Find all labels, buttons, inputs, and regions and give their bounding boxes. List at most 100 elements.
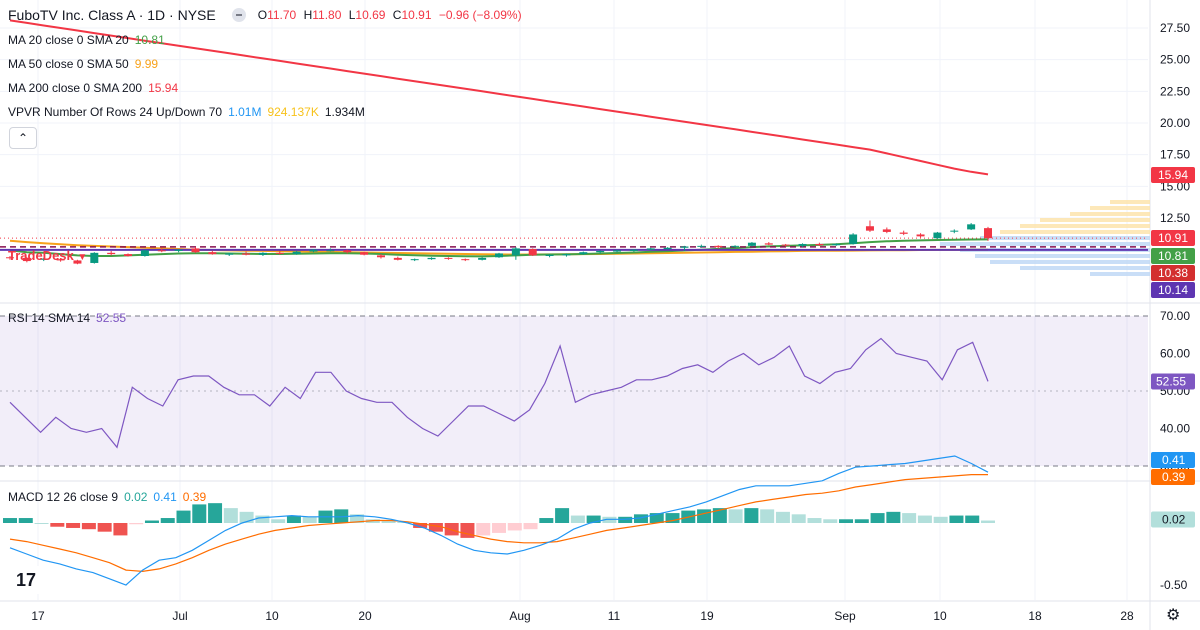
time-tick-label: Sep xyxy=(834,609,856,623)
candle-body xyxy=(882,229,891,232)
macd-histogram-bar xyxy=(334,509,349,523)
ma200-line xyxy=(9,19,989,176)
legend-ma50[interactable]: MA 50 close 0 SMA 50 9.99 xyxy=(8,57,159,71)
candle-body xyxy=(781,244,790,246)
candle-body xyxy=(495,253,503,258)
legend-ma20[interactable]: MA 20 close 0 SMA 20 10.81 xyxy=(8,33,165,47)
candle-body xyxy=(309,249,318,252)
rsi-value-text: 52.55 xyxy=(1156,374,1186,388)
tradingview-logo[interactable]: 17 xyxy=(8,566,44,594)
macd-histogram-bar xyxy=(586,515,601,523)
candle-body xyxy=(511,248,520,256)
hist-value-badge xyxy=(1151,511,1195,528)
candle-body xyxy=(124,254,133,256)
vpvr-bar xyxy=(1110,200,1150,204)
legend-vpvr[interactable]: VPVR Number Of Rows 24 Up/Down 70 1.01M … xyxy=(8,105,365,119)
candle-body xyxy=(764,243,773,245)
legend-ma200[interactable]: MA 200 close 0 SMA 200 15.94 xyxy=(8,81,179,95)
macd-histogram-bar xyxy=(3,518,17,523)
symbol-title[interactable]: FuboTV Inc. Class A · 1D · NYSE xyxy=(8,7,216,23)
price-label-badge xyxy=(1151,282,1195,298)
candle-body xyxy=(950,230,959,232)
time-tick-label: 18 xyxy=(1028,609,1042,623)
macd-histogram-bar xyxy=(760,509,775,523)
macd-histogram-bar xyxy=(18,518,33,523)
macd-histogram-bar xyxy=(476,523,491,536)
legend-rsi[interactable]: RSI 14 SMA 14 52.55 xyxy=(8,311,127,325)
macd-histogram-bar xyxy=(192,504,207,523)
vpvr-bar xyxy=(1090,206,1150,210)
macd-histogram-bar xyxy=(160,518,175,523)
candle-body xyxy=(663,247,672,250)
macd-histogram-bar xyxy=(949,515,964,523)
candle-body xyxy=(528,249,537,256)
legend-macd[interactable]: MACD 12 26 close 9 0.02 0.41 0.39 xyxy=(8,490,207,504)
tradedesk-label[interactable]: TradeDesk ▼ xyxy=(8,248,88,263)
candle-body xyxy=(613,250,622,252)
rsi-tick-label: 60.00 xyxy=(1160,347,1190,361)
macd-histogram-bar xyxy=(933,516,948,523)
macd-histogram-bar xyxy=(728,509,743,523)
vpvr-bar xyxy=(1070,212,1150,216)
candle-body xyxy=(242,253,251,255)
macd-histogram-bar xyxy=(854,519,869,523)
candle-body xyxy=(984,228,992,239)
vpvr-bar xyxy=(1000,230,1150,234)
candle-body xyxy=(545,254,554,256)
candle-body xyxy=(916,234,925,237)
time-tick-label: 20 xyxy=(358,609,372,623)
vpvr-bar xyxy=(1090,272,1150,276)
macd-histogram-bar xyxy=(381,520,396,523)
vpvr-bar xyxy=(1020,224,1150,228)
candle-body xyxy=(56,259,65,261)
macd-histogram-bar xyxy=(81,523,96,530)
time-tick-label: 10 xyxy=(265,609,279,623)
macd-histogram-bar xyxy=(302,516,317,523)
rsi-tick-label: 70.00 xyxy=(1160,309,1190,323)
macd-histogram-bar xyxy=(712,508,727,523)
macd-histogram-bar xyxy=(555,508,570,523)
symbol-header[interactable]: FuboTV Inc. Class A · 1D · NYSE O11.70 H… xyxy=(8,7,526,23)
time-tick-label: 17 xyxy=(31,609,45,623)
candle-body xyxy=(6,257,14,259)
rsi-line xyxy=(9,337,989,449)
macd-histogram-bar xyxy=(539,518,554,523)
macd-histogram-bar xyxy=(902,513,917,523)
price-tick-label: 25.00 xyxy=(1160,53,1190,67)
candle-body xyxy=(629,249,638,251)
rsi-tick-label: 40.00 xyxy=(1160,422,1190,436)
candle-body xyxy=(360,252,369,255)
candle-body xyxy=(731,245,740,247)
candle-body xyxy=(410,259,419,261)
macd-tick-label: -0.50 xyxy=(1160,578,1188,592)
candle-body xyxy=(849,234,858,244)
candle-body xyxy=(697,245,706,247)
chevron-up-icon[interactable]: ⌃ xyxy=(9,127,37,149)
time-tick-label: 19 xyxy=(700,609,714,623)
price-label-text: 10.81 xyxy=(1158,249,1188,263)
macd-histogram-bar xyxy=(492,523,506,533)
candle-body xyxy=(865,226,874,231)
settings-gear-icon[interactable]: ⚙ xyxy=(1166,607,1181,624)
macd-histogram-bar xyxy=(886,511,901,523)
price-tick-label: 17.50 xyxy=(1160,148,1190,162)
candle-body xyxy=(427,257,436,260)
price-change: −0.96 (−8.09%) xyxy=(438,8,522,22)
signal-value-text: 0.39 xyxy=(1162,470,1186,484)
macd-histogram-bar xyxy=(129,523,144,525)
price-tick-label: 20.00 xyxy=(1160,116,1190,130)
hist-value-text: 0.02 xyxy=(1162,513,1186,527)
candle-body xyxy=(225,253,234,255)
price-label-text: 15.94 xyxy=(1158,168,1188,182)
macd-histogram-bar xyxy=(965,515,980,523)
candle-body xyxy=(596,250,605,253)
candle-body xyxy=(393,257,402,260)
macd-histogram-bar xyxy=(649,513,664,523)
candle-body xyxy=(798,243,807,246)
macd-histogram-bar xyxy=(176,510,191,523)
candle-body xyxy=(680,246,689,248)
macd-histogram-bar xyxy=(460,523,475,538)
macd-histogram-bar xyxy=(113,523,128,536)
candle-body xyxy=(258,252,267,255)
